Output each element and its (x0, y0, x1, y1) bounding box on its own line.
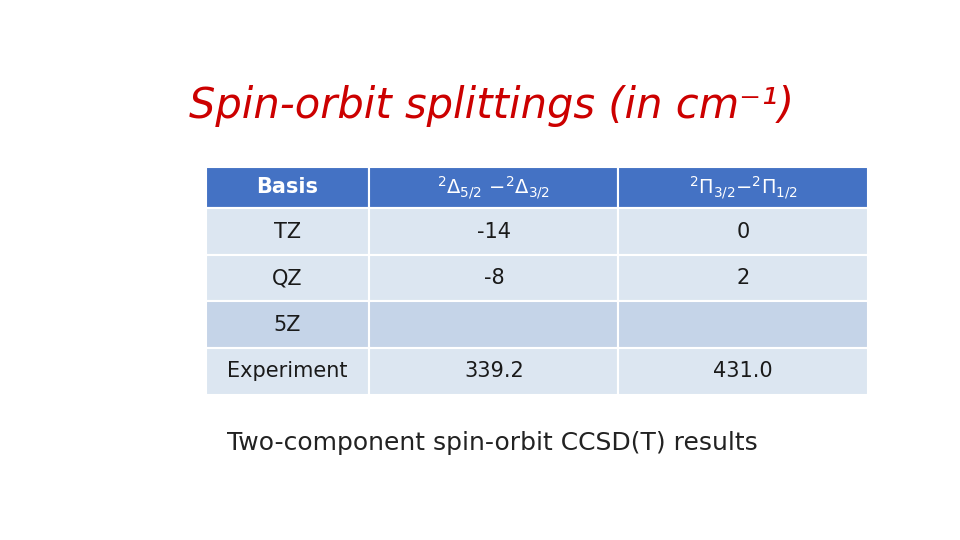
Bar (205, 301, 370, 348)
Text: 2: 2 (736, 268, 750, 288)
Text: QZ: QZ (272, 268, 302, 288)
Text: 0: 0 (736, 221, 750, 241)
Bar (205, 167, 370, 208)
Text: -8: -8 (484, 268, 504, 288)
Text: Two-component spin-orbit CCSD(T) results: Two-component spin-orbit CCSD(T) results (227, 431, 757, 455)
Text: $^{2}$$\Pi$$_{3/2}$$-$$^{2}$$\Pi$$_{1/2}$: $^{2}$$\Pi$$_{3/2}$$-$$^{2}$$\Pi$$_{1/2}… (688, 174, 798, 201)
Bar (370, 167, 618, 208)
Bar (618, 208, 868, 255)
Text: TZ: TZ (274, 221, 301, 241)
Text: 5Z: 5Z (274, 315, 301, 335)
Bar (370, 301, 618, 348)
Bar (370, 208, 618, 255)
Bar (618, 348, 868, 395)
Bar (370, 348, 618, 395)
Text: -14: -14 (477, 221, 511, 241)
Bar (370, 255, 618, 301)
Text: Spin-orbit splittings (in cm⁻¹): Spin-orbit splittings (in cm⁻¹) (189, 85, 795, 127)
Bar (618, 301, 868, 348)
Text: $^{2}$$\Delta$$_{5/2}$ $-$$^{2}$$\Delta$$_{3/2}$: $^{2}$$\Delta$$_{5/2}$ $-$$^{2}$$\Delta$… (438, 174, 550, 201)
Bar (618, 255, 868, 301)
Bar (205, 208, 370, 255)
Text: Basis: Basis (256, 178, 319, 198)
Bar (205, 255, 370, 301)
Bar (205, 348, 370, 395)
Text: 431.0: 431.0 (713, 361, 773, 381)
Text: 339.2: 339.2 (464, 361, 524, 381)
Text: Experiment: Experiment (228, 361, 348, 381)
Bar (618, 167, 868, 208)
